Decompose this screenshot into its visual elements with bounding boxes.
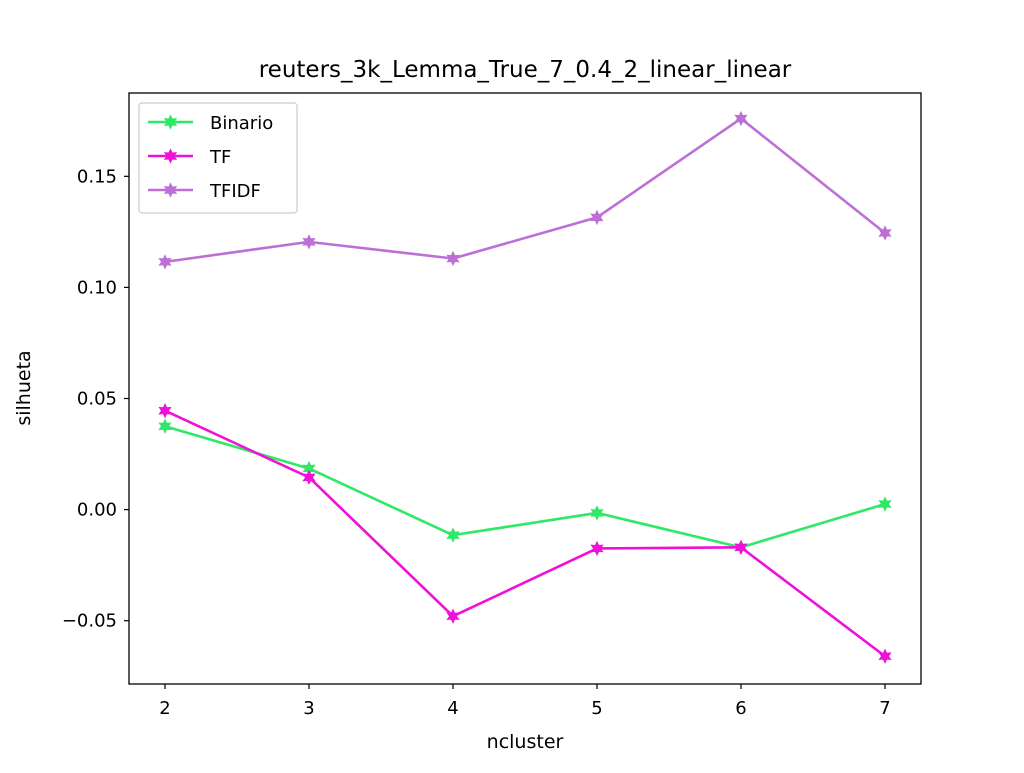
x-tick-label: 7 — [879, 698, 890, 719]
series-line-binario — [164, 425, 886, 549]
y-tick-label: 0.05 — [77, 388, 117, 409]
legend-item-tf: TF — [148, 147, 231, 168]
y-tick-label: 0.10 — [77, 277, 117, 298]
data-point — [446, 608, 460, 624]
data-point — [158, 403, 172, 419]
y-tick-label: −0.05 — [62, 611, 117, 632]
legend-swatch-marker — [163, 148, 178, 164]
chart-title: reuters_3k_Lemma_True_7_0.4_2_linear_lin… — [259, 57, 792, 83]
legend: Binario TF TFIDF — [138, 102, 298, 214]
axes-frame — [128, 92, 922, 685]
series-tfidf — [158, 110, 892, 270]
legend-item-tfidf: TFIDF — [148, 181, 261, 202]
x-tick-label: 6 — [735, 698, 746, 719]
y-axis-label: silhueta — [13, 350, 35, 425]
legend-swatch-marker — [163, 182, 178, 198]
data-point — [446, 527, 460, 543]
series-tf — [158, 403, 892, 664]
data-point — [590, 540, 604, 557]
x-tick-label: 4 — [447, 698, 458, 719]
y-tick-label: 0.00 — [77, 500, 117, 521]
legend-box — [138, 102, 298, 214]
x-axis-label: ncluster — [487, 731, 564, 753]
legend-item-binario: Binario — [148, 113, 273, 134]
series-line-tf — [164, 409, 886, 658]
series-line-tfidf — [164, 117, 886, 264]
data-point — [878, 648, 892, 664]
series-layer — [158, 110, 892, 664]
data-point — [446, 250, 460, 267]
data-point — [590, 505, 604, 521]
data-point — [158, 418, 172, 434]
data-point — [590, 209, 604, 226]
data-point — [158, 254, 172, 270]
legend-label: TF — [209, 147, 231, 168]
legend-label: Binario — [210, 113, 273, 134]
data-point — [734, 539, 748, 556]
data-point — [734, 110, 748, 127]
x-tick-label: 3 — [303, 698, 314, 719]
legend-label: TFIDF — [209, 181, 261, 202]
legend-swatch-marker — [163, 114, 178, 130]
data-point — [878, 225, 892, 241]
x-tick-label: 5 — [591, 698, 602, 719]
series-binario — [158, 418, 892, 556]
axis-ticks: 2 3 4 5 6 7 −0.05 0.00 0.05 0.10 0.15 — [62, 166, 891, 719]
y-tick-label: 0.15 — [77, 166, 117, 187]
data-point — [302, 234, 316, 250]
data-point — [302, 469, 316, 486]
x-tick-label: 2 — [159, 698, 170, 719]
data-point — [878, 496, 892, 512]
